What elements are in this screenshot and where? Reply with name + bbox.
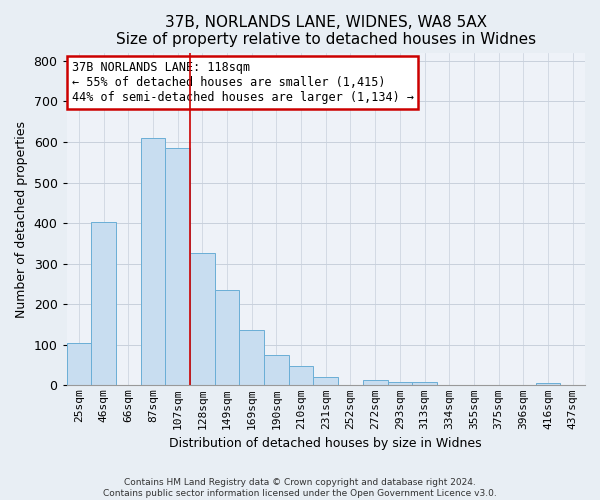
- Y-axis label: Number of detached properties: Number of detached properties: [15, 120, 28, 318]
- Bar: [215, 290, 239, 386]
- Title: 37B, NORLANDS LANE, WIDNES, WA8 5AX
Size of property relative to detached houses: 37B, NORLANDS LANE, WIDNES, WA8 5AX Size…: [116, 15, 536, 48]
- Text: Contains HM Land Registry data © Crown copyright and database right 2024.
Contai: Contains HM Land Registry data © Crown c…: [103, 478, 497, 498]
- Bar: [140, 138, 166, 386]
- Text: 37B NORLANDS LANE: 118sqm
← 55% of detached houses are smaller (1,415)
44% of se: 37B NORLANDS LANE: 118sqm ← 55% of detac…: [72, 61, 414, 104]
- X-axis label: Distribution of detached houses by size in Widnes: Distribution of detached houses by size …: [169, 437, 482, 450]
- Bar: [536, 383, 560, 386]
- Bar: [190, 252, 215, 386]
- Bar: [289, 366, 313, 386]
- Bar: [91, 222, 116, 386]
- Bar: [166, 148, 190, 386]
- Bar: [313, 378, 338, 386]
- Bar: [388, 382, 412, 386]
- Bar: [67, 343, 91, 386]
- Bar: [363, 380, 388, 386]
- Bar: [412, 382, 437, 386]
- Bar: [239, 330, 264, 386]
- Bar: [264, 354, 289, 386]
